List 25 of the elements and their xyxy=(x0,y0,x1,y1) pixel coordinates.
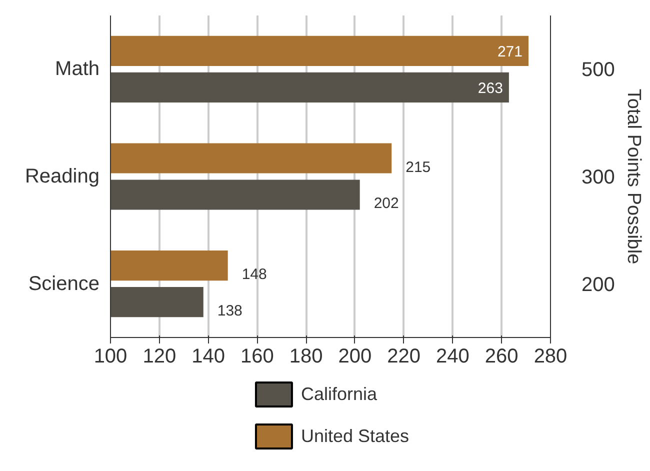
y2-axis-title: Total Points Possible xyxy=(622,88,644,264)
x-tick-label: 260 xyxy=(484,346,518,368)
data-label: 202 xyxy=(374,195,399,212)
x-tick-label: 160 xyxy=(240,346,274,368)
x-tick-label: 120 xyxy=(142,346,176,368)
data-label: 215 xyxy=(406,158,431,176)
y-tick-label: Math xyxy=(55,58,100,80)
x-tick-label: 200 xyxy=(338,346,372,368)
legend-label: United States xyxy=(300,426,410,446)
y-tick-label: Reading xyxy=(25,166,100,188)
x-tick-label: 280 xyxy=(534,346,568,368)
y-tick-label: Science xyxy=(28,272,100,295)
text: 300 xyxy=(582,166,615,188)
data-label: 263 xyxy=(478,80,503,97)
x-tick-label: 220 xyxy=(387,346,421,368)
legend-label: California xyxy=(300,384,378,404)
data-label: 148 xyxy=(242,266,267,284)
data-label: 271 xyxy=(497,43,523,60)
x-tick-label: 240 xyxy=(436,346,470,368)
text: 200 xyxy=(582,274,615,296)
x-tick-label: 180 xyxy=(289,346,323,368)
text: 500 xyxy=(582,59,615,82)
x-tick-label: 100 xyxy=(94,346,128,368)
x-tick-label: 140 xyxy=(192,346,225,368)
data-label: 138 xyxy=(217,302,242,320)
